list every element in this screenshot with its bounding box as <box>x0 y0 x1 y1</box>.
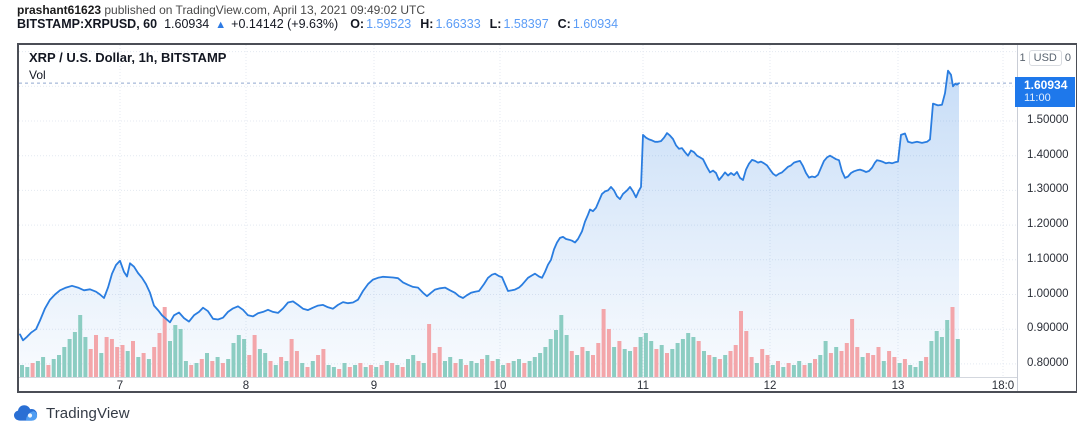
currency-unit-button[interactable]: USD <box>1028 50 1062 66</box>
high-label: H: <box>420 17 434 31</box>
price-chart-plot[interactable]: XRP / U.S. Dollar, 1h, BITSTAMP Vol 7 8 9 1… <box>19 45 1017 392</box>
axis-unit-toggle[interactable]: 1 USD 0 <box>1020 50 1071 66</box>
logo-text: TradingView <box>46 404 130 422</box>
time-tick-label: 12 <box>763 380 777 392</box>
time-tick-label: 7 <box>116 380 124 392</box>
price-axis[interactable]: 1 USD 0 1.60934 11:00 1.50000 1.40000 1.30… <box>1015 45 1076 391</box>
price-tick-label: 1.40000 <box>1027 149 1069 161</box>
time-tick-label: 11 <box>637 380 649 392</box>
time-tick-label: 18:0 <box>991 380 1015 392</box>
close-value: 1.60934 <box>572 17 619 31</box>
price-tick-label: 1.20000 <box>1027 218 1069 230</box>
cloud-icon <box>14 405 38 421</box>
time-tick-label: 8 <box>242 380 250 392</box>
price-tick-label: 1.00000 <box>1027 288 1069 300</box>
price-change: +0.14142 (+9.63%) <box>231 17 339 31</box>
time-tick-label: 13 <box>891 380 905 392</box>
symbol-label: BITSTAMP:XRPUSD, 60 <box>17 17 158 31</box>
current-price-badge: 1.60934 11:00 <box>1015 77 1075 107</box>
badge-price: 1.60934 <box>1024 78 1068 92</box>
byline-text: published on TradingView.com, April 13, … <box>101 3 426 17</box>
price-tick-label: 1.10000 <box>1027 253 1069 265</box>
time-tick-label: 9 <box>370 380 378 392</box>
symbol-status-line: BITSTAMP:XRPUSD, 60 1.60934 ▲ +0.14142 (+9.… <box>17 17 627 31</box>
price-tick-label: 0.80000 <box>1027 357 1069 369</box>
axis-unit-suffix: 0 <box>1064 52 1071 64</box>
time-tick-label: 10 <box>493 380 507 392</box>
last-price: 1.60934 <box>164 17 210 31</box>
chart-title: XRP / U.S. Dollar, 1h, BITSTAMP <box>29 50 227 65</box>
low-value: 1.58397 <box>503 17 549 31</box>
price-tick-label: 1.50000 <box>1027 114 1069 126</box>
price-tick-label: 0.90000 <box>1027 322 1069 334</box>
low-label: L: <box>489 17 502 31</box>
chart-legend: XRP / U.S. Dollar, 1h, BITSTAMP Vol <box>29 50 226 82</box>
open-label: O: <box>350 17 365 31</box>
badge-time: 11:00 <box>1024 92 1051 104</box>
price-tick-label: 1.30000 <box>1027 183 1069 195</box>
tradingview-logo[interactable]: TradingView <box>13 404 130 422</box>
byline-username: prashant61623 <box>17 3 102 17</box>
volume-legend-label: Vol <box>29 68 46 82</box>
close-label: C: <box>557 17 571 31</box>
open-value: 1.59523 <box>366 17 412 31</box>
time-axis-separator <box>19 377 1017 378</box>
up-arrow-icon: ▲ <box>215 19 227 31</box>
price-area-chart[interactable] <box>19 45 1017 377</box>
byline: prashant61623 published on TradingView.c… <box>17 3 425 17</box>
axis-unit-prefix: 1 <box>1019 52 1026 64</box>
chart-widget: XRP / U.S. Dollar, 1h, BITSTAMP Vol 7 8 9 1… <box>17 43 1077 393</box>
high-value: 1.66333 <box>435 17 481 31</box>
